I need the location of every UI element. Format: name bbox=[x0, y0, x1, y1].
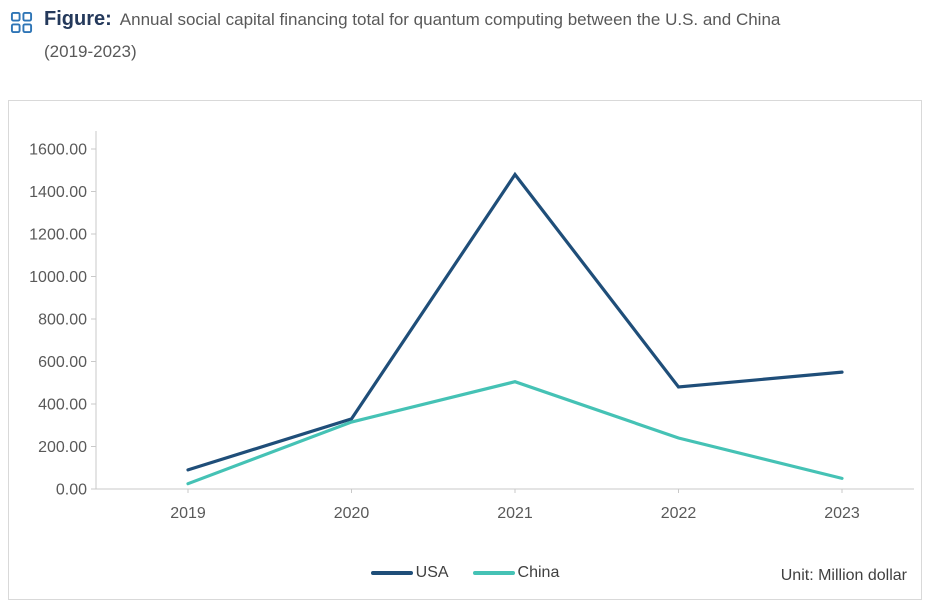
x-tick-label: 2023 bbox=[824, 505, 860, 522]
figure-description: Annual social capital financing total fo… bbox=[119, 10, 781, 29]
figure-header: Figure: Annual social capital financing … bbox=[10, 8, 780, 62]
unit-label: Unit: Million dollar bbox=[780, 567, 907, 584]
figure-caption: Figure: Annual social capital financing … bbox=[44, 8, 780, 62]
figure-years: (2019-2023) bbox=[44, 42, 137, 61]
legend-swatch-china bbox=[472, 571, 515, 575]
y-tick-label: 1000.00 bbox=[29, 269, 87, 286]
y-tick-label: 200.00 bbox=[38, 439, 87, 456]
chart-footer: USA China Unit: Million dollar bbox=[9, 547, 921, 599]
series-line-usa bbox=[186, 171, 844, 472]
series-line-china bbox=[186, 380, 844, 486]
y-tick-label: 800.00 bbox=[38, 312, 87, 329]
legend-swatch-usa bbox=[370, 571, 413, 575]
x-tick-label: 2022 bbox=[661, 505, 697, 522]
chart-card: 0.00 200.00 400.00 600.00 800.00 1000.00 1200.… bbox=[8, 100, 922, 600]
legend-label-usa: USA bbox=[415, 564, 449, 581]
y-tick-label: 1400.00 bbox=[29, 184, 87, 201]
x-tick-label: 2019 bbox=[170, 505, 206, 522]
y-tick-label: 400.00 bbox=[38, 397, 87, 414]
y-tick-label: 0.00 bbox=[56, 482, 87, 499]
x-tick-label: 2020 bbox=[334, 505, 370, 522]
chart-legend: USA China bbox=[370, 564, 560, 582]
legend-item-china: China bbox=[472, 564, 560, 582]
y-tick-label: 1600.00 bbox=[29, 142, 87, 159]
legend-item-usa: USA bbox=[370, 564, 449, 582]
x-tick-label: 2021 bbox=[497, 505, 533, 522]
line-chart: 0.00 200.00 400.00 600.00 800.00 1000.00 1200.… bbox=[29, 131, 914, 522]
y-tick-label: 1200.00 bbox=[29, 227, 87, 244]
legend-label-china: China bbox=[517, 564, 560, 581]
y-tick-label: 600.00 bbox=[38, 354, 87, 371]
grid-icon bbox=[10, 11, 33, 34]
figure-label: Figure: bbox=[44, 8, 112, 30]
